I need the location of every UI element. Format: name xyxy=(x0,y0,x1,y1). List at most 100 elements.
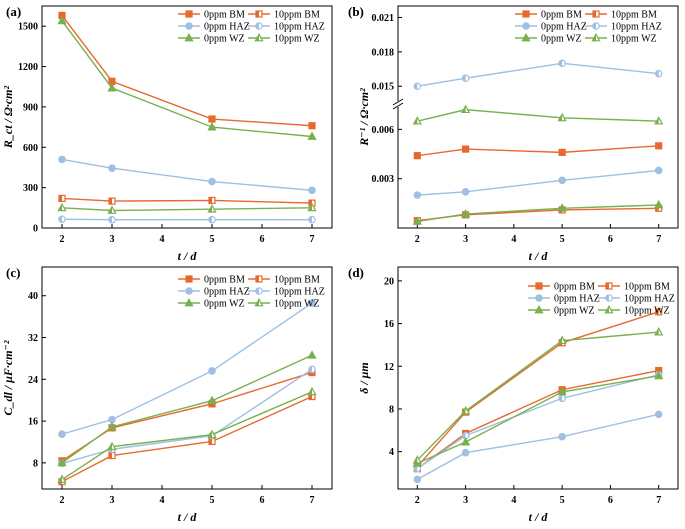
x-tick-label: 7 xyxy=(310,234,315,245)
legend-marker xyxy=(521,32,531,42)
data-point xyxy=(413,152,421,160)
x-tick-label: 6 xyxy=(608,495,613,506)
y-tick-label: 40 xyxy=(28,291,38,302)
data-point xyxy=(654,199,664,209)
series-0ppm-haz xyxy=(58,155,316,195)
y-tick-label: 1200 xyxy=(18,62,38,73)
y-axis-label: R⁻¹ / Ω·cm² xyxy=(357,88,371,147)
series-0ppm-haz xyxy=(58,299,316,438)
data-point xyxy=(412,216,422,225)
x-tick-label: 7 xyxy=(310,495,315,506)
legend-entry-0ppm-wz: 0ppm WZ xyxy=(178,297,245,310)
legend-marker xyxy=(535,282,543,290)
legend-label: 0ppm HAZ xyxy=(541,22,587,33)
data-point xyxy=(108,164,116,172)
data-point xyxy=(413,475,422,484)
legend-label: 0ppm WZ xyxy=(541,34,582,45)
legend-label: 0ppm HAZ xyxy=(204,287,250,298)
data-point xyxy=(655,142,663,150)
y-tick-label: 0.015 xyxy=(372,82,395,93)
legend-label: 10ppm HAZ xyxy=(624,294,675,305)
y-tick-label: 0.021 xyxy=(372,13,395,24)
data-point xyxy=(208,115,216,123)
series-line xyxy=(61,371,313,462)
data-point xyxy=(654,370,664,380)
series-0ppm-haz xyxy=(413,410,663,484)
y-tick-label: 16 xyxy=(384,319,394,330)
panel-label: (a) xyxy=(6,4,21,19)
plot-frame xyxy=(41,266,333,490)
x-tick-label: 3 xyxy=(110,234,115,245)
y-tick-label: 24 xyxy=(28,375,38,386)
data-point xyxy=(557,203,567,212)
y-tick-label: 0.003 xyxy=(372,174,395,185)
legend-label: 10ppm BM xyxy=(274,275,320,286)
series-10ppm-bm xyxy=(58,194,316,207)
legend-entry-10ppm-bm: 10ppm BM xyxy=(598,282,670,293)
legend-entry-10ppm-bm: 10ppm BM xyxy=(248,275,320,286)
series-line xyxy=(417,62,659,87)
plot-frame xyxy=(397,266,679,490)
series-10ppm-wz xyxy=(57,386,317,483)
series-line xyxy=(61,207,313,212)
legend-entry-10ppm-wz: 10ppm WZ xyxy=(248,32,320,45)
y-tick-label: 0.018 xyxy=(372,47,395,58)
legend-marker xyxy=(534,304,544,314)
series-line xyxy=(416,331,659,461)
legend-entry-0ppm-haz: 0ppm HAZ xyxy=(178,287,250,298)
series-line xyxy=(61,197,313,204)
series-line xyxy=(417,375,659,465)
data-point xyxy=(308,122,316,130)
legend: 0ppm BM 10ppm BM 0ppm HAZ 10ppm HAZ 0ppm WZ 1… xyxy=(528,282,675,317)
data-point xyxy=(107,421,117,431)
y-tick-label: 0 xyxy=(33,224,38,235)
y-tick-label: 16 xyxy=(28,417,38,428)
legend-label: 10ppm WZ xyxy=(611,34,657,45)
series-line xyxy=(61,368,313,465)
y-tick-label: 12 xyxy=(384,362,394,373)
data-point xyxy=(558,148,566,156)
series-10ppm-wz xyxy=(412,327,664,464)
series-10ppm-wz xyxy=(412,104,664,125)
legend-label: 10ppm HAZ xyxy=(274,287,325,298)
series-0ppm-bm xyxy=(413,142,663,160)
data-point xyxy=(57,15,67,25)
x-axis-label: t / d xyxy=(529,510,549,524)
legend-entry-0ppm-haz: 0ppm HAZ xyxy=(178,22,250,33)
legend-label: 10ppm HAZ xyxy=(274,22,325,33)
legend: 0ppm BM 10ppm BM 0ppm HAZ 10ppm HAZ 0ppm WZ 1… xyxy=(515,10,662,45)
series-line xyxy=(61,14,313,127)
y-tick-label: 4 xyxy=(389,447,394,458)
series-line xyxy=(416,369,659,470)
legend-label: 10ppm BM xyxy=(624,282,670,293)
series-line xyxy=(61,20,313,138)
legend-label: 0ppm WZ xyxy=(554,306,595,317)
legend-label: 0ppm BM xyxy=(541,10,582,21)
y-tick-label: 900 xyxy=(23,102,38,113)
series-line xyxy=(61,354,313,464)
legend-marker xyxy=(184,297,194,307)
y-tick-label: 8 xyxy=(33,458,38,469)
y-tick-label: 32 xyxy=(28,333,38,344)
legend-marker xyxy=(185,10,193,18)
series-line xyxy=(61,302,313,435)
legend-marker xyxy=(184,32,194,42)
legend-label: 10ppm WZ xyxy=(274,299,320,310)
series-10ppm-haz xyxy=(58,215,316,224)
x-tick-label: 4 xyxy=(160,234,165,245)
series-line xyxy=(416,413,659,481)
y-axis-label: C_dl / μF·cm⁻² xyxy=(1,340,15,415)
data-point xyxy=(307,131,317,140)
legend-entry-0ppm-wz: 0ppm WZ xyxy=(178,32,245,45)
legend-entry-10ppm-haz: 10ppm HAZ xyxy=(585,22,662,33)
legend-marker xyxy=(522,22,530,30)
y-tick-label: 1500 xyxy=(18,22,38,33)
data-point xyxy=(208,177,216,186)
y-tick-label: 600 xyxy=(23,143,38,154)
series-line xyxy=(416,374,659,470)
legend-label: 0ppm HAZ xyxy=(554,294,600,305)
y-tick-label: 20 xyxy=(384,276,394,287)
legend-label: 0ppm BM xyxy=(204,275,245,286)
data-point xyxy=(58,155,66,164)
